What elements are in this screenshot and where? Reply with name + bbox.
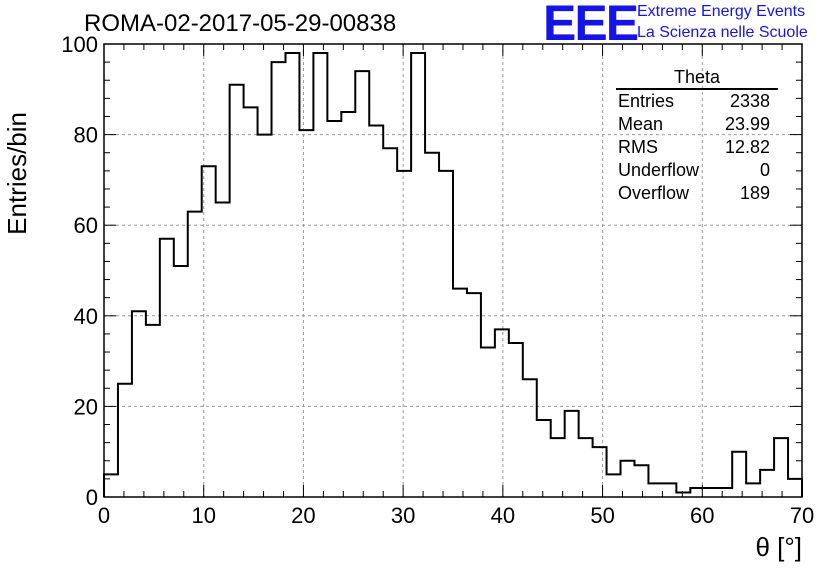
histogram-bin <box>132 311 146 497</box>
stats-value: 2338 <box>729 91 770 111</box>
histogram-bin <box>523 379 537 497</box>
stats-box: Theta Entries 2338 Mean 23.99 RMS 12.82 Und… <box>610 67 778 205</box>
histogram-bin <box>579 438 593 497</box>
histogram-bin <box>174 266 188 497</box>
histogram-bin <box>313 53 327 497</box>
stats-label: Overflow <box>618 183 690 203</box>
histogram-bin <box>355 71 369 497</box>
histogram-bin <box>118 384 132 497</box>
histogram-bin <box>439 171 453 497</box>
stats-row-underflow: Underflow 0 <box>610 159 778 182</box>
histogram-bin <box>746 483 760 497</box>
histogram-bin <box>341 112 355 497</box>
stats-value: 23.99 <box>724 114 770 134</box>
histogram-bin <box>718 488 732 497</box>
stats-label: Mean <box>618 114 664 134</box>
histogram-bin <box>160 239 174 497</box>
histogram-bin <box>369 126 383 497</box>
stats-value: 12.82 <box>724 137 770 157</box>
logo-subtitle-line1: Extreme Energy Events <box>637 3 806 20</box>
stats-row-overflow: Overflow 189 <box>610 182 778 205</box>
histogram-bin <box>732 452 746 497</box>
plot-frame <box>103 43 803 498</box>
histogram-bin <box>230 85 244 497</box>
stats-row-entries: Entries 2338 <box>610 90 778 113</box>
histogram-bin <box>509 343 523 497</box>
histogram-bin <box>258 135 272 497</box>
histogram-bin <box>272 62 286 497</box>
histogram-bin <box>481 348 495 497</box>
histogram-bin <box>788 479 802 497</box>
histogram-bin <box>648 483 662 497</box>
x-tick-label: 0 <box>98 503 110 528</box>
histogram-series <box>103 52 803 497</box>
x-tick-label: 40 <box>491 503 515 528</box>
histogram-bin <box>467 293 481 497</box>
histogram-bin <box>551 438 565 497</box>
y-axis-label: Entries/bin <box>2 112 32 235</box>
stats-label: RMS <box>618 137 658 157</box>
histogram-bin <box>202 166 216 497</box>
histogram-bin <box>146 325 160 497</box>
stats-label: Underflow <box>618 160 700 180</box>
y-tick-label: 100 <box>61 32 98 57</box>
x-tick-label: 50 <box>590 503 614 528</box>
y-tick-label: 40 <box>74 304 98 329</box>
histogram-bin <box>634 465 648 497</box>
histogram-bin <box>593 447 607 497</box>
histogram-bin <box>537 420 551 497</box>
y-tick-label: 20 <box>74 394 98 419</box>
stats-row-mean: Mean 23.99 <box>610 113 778 136</box>
eee-logo: EEE <box>543 0 639 51</box>
histogram-bin <box>565 411 579 497</box>
histogram-bin <box>104 474 118 497</box>
histogram-bin <box>285 53 299 497</box>
histogram-bin <box>453 289 467 497</box>
histogram-bin <box>607 474 621 497</box>
x-tick-label: 10 <box>191 503 215 528</box>
histogram-bin <box>327 121 341 497</box>
histogram-bin <box>662 483 676 497</box>
stats-label: Entries <box>618 91 675 111</box>
histogram-bin <box>188 212 202 497</box>
stats-value: 0 <box>759 160 770 180</box>
histogram-bin <box>704 488 718 497</box>
histogram-bin <box>411 53 425 497</box>
histogram-bin <box>495 329 509 497</box>
x-tick-label: 30 <box>391 503 415 528</box>
histogram-bin <box>425 153 439 497</box>
x-tick-label: 60 <box>690 503 714 528</box>
stats-name: Theta <box>616 67 778 90</box>
y-tick-label: 80 <box>74 123 98 148</box>
x-tick-label: 70 <box>790 503 814 528</box>
x-axis-label: θ [°] <box>755 532 802 562</box>
histogram-bin <box>244 107 258 497</box>
histogram-bin <box>774 438 788 497</box>
x-tick-label: 20 <box>291 503 315 528</box>
stats-value: 189 <box>739 183 770 203</box>
chart-title: ROMA-02-2017-05-29-00838 <box>84 10 397 37</box>
y-tick-label: 60 <box>74 213 98 238</box>
stats-row-rms: RMS 12.82 <box>610 136 778 159</box>
histogram-bin <box>299 130 313 497</box>
logo-subtitle-line2: La Scienza nelle Scuole <box>637 24 808 41</box>
histogram-bin <box>397 171 411 497</box>
histogram-bin <box>216 203 230 497</box>
y-tick-label: 0 <box>86 485 98 510</box>
histogram-bin <box>383 148 397 497</box>
